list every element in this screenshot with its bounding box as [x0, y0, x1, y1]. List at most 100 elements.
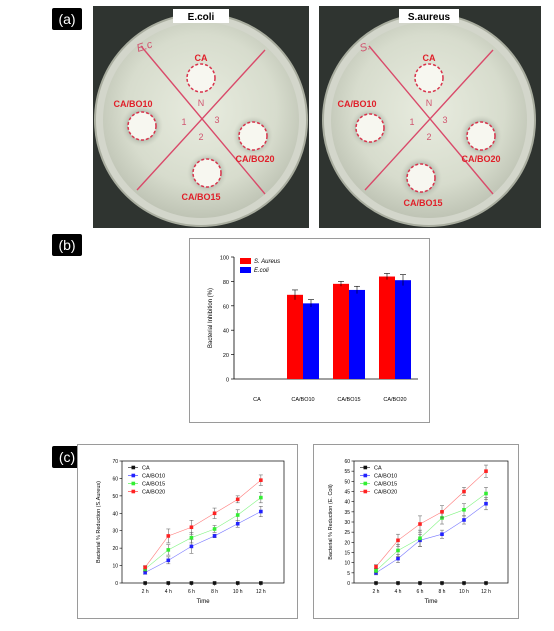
- y-tick-label: 20: [344, 540, 350, 546]
- line-chart-panel-ecoli: 0 5 10 15 20 25 30 35 40 45 50 55 60 2 h 4 h 6 h 8 h 10 h…: [313, 444, 519, 619]
- legend-label: CA: [142, 466, 150, 472]
- y-tick-label: 40: [223, 329, 229, 335]
- y-tick-label: 70: [112, 459, 118, 465]
- quadrant-line: [136, 49, 266, 191]
- bar: [379, 276, 395, 379]
- legend-label: CA/BO20: [374, 490, 397, 496]
- y-axis-label: Bacterial Inhibition (%): [208, 288, 214, 348]
- x-axis-label: Time: [424, 599, 438, 605]
- line-chart-saureus: 0 10 20 30 40 50 60 70 2 h 4 h 6 h 8 h 10 h 12 h Time B…: [96, 459, 285, 605]
- data-point: [484, 501, 488, 506]
- data-point: [484, 469, 488, 473]
- sample-label-bo10: CA/BO10: [337, 99, 376, 109]
- dish-title: S.aureus: [408, 12, 451, 23]
- y-tick-label: 10: [112, 564, 118, 570]
- y-tick-label: 15: [344, 551, 350, 557]
- y-tick-label: 60: [344, 459, 350, 465]
- data-point: [189, 544, 194, 549]
- series-line: [144, 479, 262, 568]
- series-line: [144, 497, 262, 570]
- legend-label: E.coli: [254, 268, 269, 274]
- x-tick-label: 6 h: [417, 589, 424, 595]
- y-tick-label: 20: [223, 353, 229, 359]
- sample-label-ca: CA: [195, 53, 208, 63]
- bar-chart-panel: 0 20 40 60 80 100 CA CA/BO10 CA/BO15 CA/BO20 Bacte…: [189, 238, 430, 423]
- y-tick-label: 60: [223, 304, 229, 310]
- y-tick-label: 50: [112, 494, 118, 500]
- x-tick-label: CA: [253, 397, 261, 403]
- sample-label-ca: CA: [423, 53, 436, 63]
- sample-disc-bo15: [406, 163, 436, 193]
- y-tick-label: 30: [344, 520, 350, 526]
- sample-disc-bo10: [355, 113, 385, 143]
- sample-label-bo10: CA/BO10: [113, 99, 152, 109]
- panel-label-c: (c): [52, 446, 82, 468]
- data-point: [212, 534, 217, 538]
- y-tick-label: 100: [220, 256, 229, 262]
- quadrant-line: [368, 45, 494, 195]
- data-point: [418, 536, 422, 541]
- x-tick-label: 8 h: [211, 589, 218, 595]
- y-tick-label: 0: [115, 581, 118, 587]
- petri-dish-figure: E.coli E.c N 1 3 2 CA CA/BO10 CA/BO20 CA…: [93, 6, 541, 228]
- data-point: [374, 581, 378, 585]
- data-point: [166, 558, 171, 563]
- data-point: [396, 556, 400, 561]
- y-tick-label: 25: [344, 530, 350, 536]
- legend-marker: [131, 481, 136, 486]
- bar: [349, 289, 365, 379]
- title-box: [173, 9, 229, 23]
- marker-n: N: [198, 98, 205, 108]
- marker-1: 1: [181, 117, 186, 127]
- series-line: [375, 493, 487, 572]
- data-point: [166, 534, 171, 538]
- data-point: [462, 581, 466, 585]
- marker-2: 2: [198, 132, 203, 142]
- data-point: [166, 581, 171, 585]
- y-tick-label: 40: [344, 500, 350, 506]
- series-line: [145, 511, 261, 573]
- x-tick-label: 4 h: [165, 589, 172, 595]
- x-tick-label: 2 h: [142, 589, 149, 595]
- sample-label-bo20: CA/BO20: [461, 154, 500, 164]
- data-point: [212, 511, 217, 516]
- data-point: [396, 548, 400, 553]
- y-tick-label: 30: [112, 529, 118, 535]
- data-point: [189, 525, 194, 530]
- marker-n: N: [426, 98, 433, 108]
- data-point: [418, 522, 422, 526]
- x-tick-label: 6 h: [188, 589, 195, 595]
- data-point: [484, 581, 488, 585]
- sample-label-bo15: CA/BO15: [403, 198, 442, 208]
- x-tick-label: 12 h: [481, 589, 491, 595]
- line-chart-ecoli: 0 5 10 15 20 25 30 35 40 45 50 55 60 2 h 4 h 6 h 8 h 10 h…: [328, 459, 509, 605]
- marker-3: 3: [442, 115, 447, 125]
- sample-disc-bo20: [466, 121, 496, 151]
- marker-1: 1: [409, 117, 414, 127]
- sample-label-bo15: CA/BO15: [181, 192, 220, 202]
- sample-label-bo20: CA/BO20: [235, 154, 274, 164]
- sample-disc-bo20: [238, 121, 268, 151]
- bar: [333, 283, 349, 379]
- legend-marker: [363, 481, 368, 486]
- legend-label: CA/BO10: [374, 474, 397, 480]
- x-axis-label: Time: [196, 599, 210, 605]
- marker-2: 2: [426, 132, 431, 142]
- data-point: [235, 581, 240, 585]
- y-tick-label: 0: [347, 581, 350, 587]
- data-point: [189, 581, 194, 585]
- legend-swatch: [240, 267, 251, 273]
- handwriting: S.: [358, 40, 372, 55]
- bar: [287, 294, 303, 379]
- series-line: [375, 503, 487, 574]
- y-tick-label: 5: [347, 571, 350, 577]
- data-point: [259, 495, 263, 500]
- legend-swatch: [240, 258, 251, 264]
- data-point: [166, 548, 171, 552]
- data-point: [143, 570, 147, 575]
- bar: [395, 280, 411, 379]
- legend-marker: [131, 465, 136, 470]
- quadrant-line: [140, 45, 266, 195]
- data-point: [259, 509, 263, 514]
- quadrant-line: [364, 49, 494, 191]
